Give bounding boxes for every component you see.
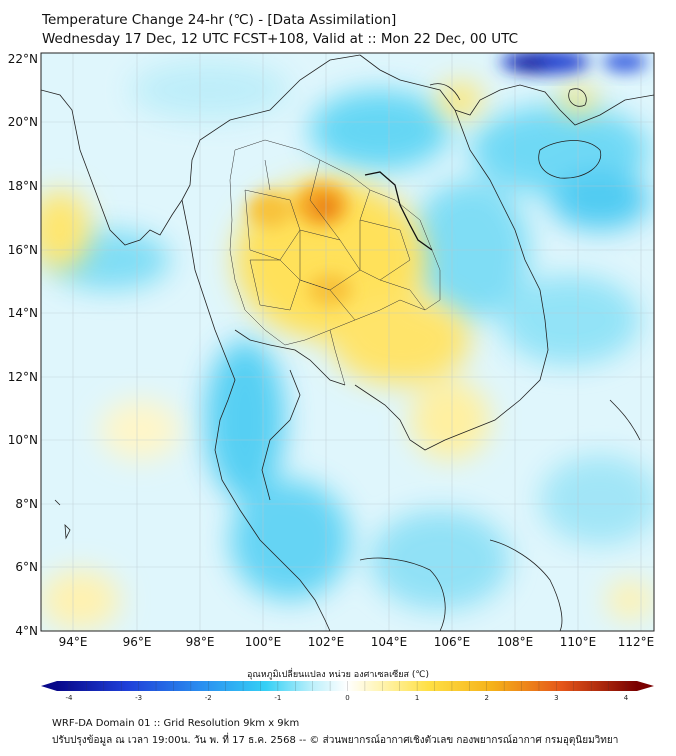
colorbar-tick-label: 0 xyxy=(345,694,349,702)
map-subtitle: Wednesday 17 Dec, 12 UTC FCST+108, Valid… xyxy=(42,31,519,47)
colorbar-tick-label: -4 xyxy=(66,694,74,702)
colorbar-min-arrow xyxy=(41,681,57,691)
colorbar-tick-labels: -4 -3 -2 -1 0 1 2 3 4 xyxy=(66,694,629,702)
lon-label: 96°E xyxy=(123,635,152,649)
temperature-field xyxy=(41,53,654,631)
lat-label: 22°N xyxy=(8,52,38,66)
map-frame xyxy=(40,52,655,632)
longitude-labels: 94°E 96°E 98°E 100°E 102°E 104°E 106°E 1… xyxy=(59,635,655,649)
lon-label: 102°E xyxy=(308,635,345,649)
coastlines xyxy=(41,54,654,631)
lon-label: 106°E xyxy=(434,635,471,649)
colorbar-tick-label: -3 xyxy=(135,694,142,702)
lat-label: 16°N xyxy=(8,243,38,257)
lon-label: 100°E xyxy=(245,635,282,649)
lat-label: 8°N xyxy=(15,497,38,511)
colorbar-tick-label: 4 xyxy=(624,694,629,702)
lon-label: 94°E xyxy=(59,635,88,649)
footer-credit: ปรับปรุงข้อมูล ณ เวลา 19:00น. วัน พ. ที่… xyxy=(52,735,619,746)
colorbar-tick-label: 3 xyxy=(554,694,558,702)
lon-label: 112°E xyxy=(618,635,655,649)
footer-model-info: WRF-DA Domain 01 :: Grid Resolution 9km … xyxy=(52,718,300,729)
colorbar: -4 -3 -2 -1 0 1 2 3 4 xyxy=(41,681,654,702)
colorbar-max-arrow xyxy=(637,681,654,691)
lat-label: 6°N xyxy=(15,560,38,574)
map-title: Temperature Change 24-hr (℃) - [Data Ass… xyxy=(42,12,397,28)
lat-label: 14°N xyxy=(8,306,38,320)
mekong-border xyxy=(364,171,433,251)
colorbar-tick-label: 2 xyxy=(485,694,489,702)
colorbar-tick-label: -2 xyxy=(205,694,212,702)
grid-lines xyxy=(41,53,654,631)
colorbar-tick-label: 1 xyxy=(415,694,419,702)
province-borders xyxy=(229,139,441,386)
lat-label: 12°N xyxy=(8,370,38,384)
lon-label: 98°E xyxy=(186,635,215,649)
latitude-labels: 22°N 20°N 18°N 16°N 14°N 12°N 10°N 8°N 6… xyxy=(8,52,38,638)
colorbar-ticks xyxy=(68,681,627,691)
lon-label: 108°E xyxy=(497,635,534,649)
lat-label: 18°N xyxy=(8,179,38,193)
lat-label: 4°N xyxy=(15,624,38,638)
lon-label: 110°E xyxy=(560,635,597,649)
lat-label: 10°N xyxy=(8,433,38,447)
lon-label: 104°E xyxy=(371,635,408,649)
lat-label: 20°N xyxy=(8,115,38,129)
colorbar-gradient xyxy=(57,681,637,691)
colorbar-title: อุณหภูมิเปลี่ยนแปลง หน่วย องศาเซลเซียส (… xyxy=(246,670,430,680)
colorbar-tick-label: -1 xyxy=(274,694,281,702)
